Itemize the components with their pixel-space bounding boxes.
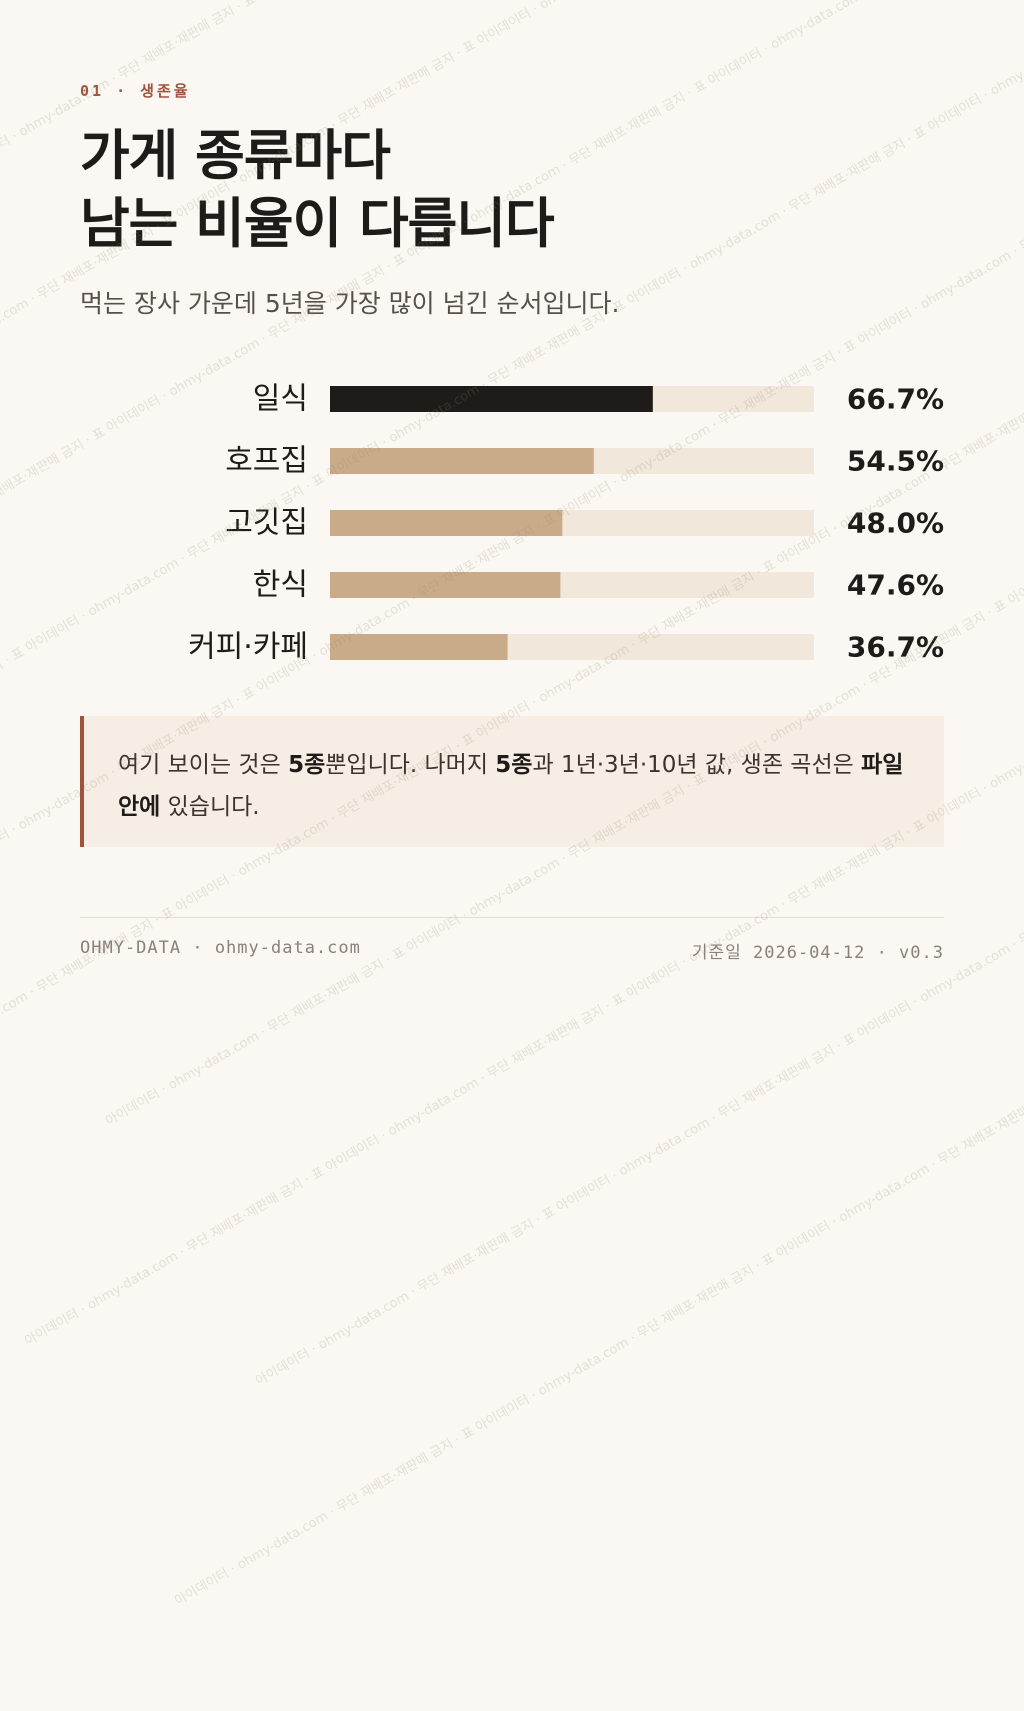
footer-divider <box>80 917 944 918</box>
info-note: 여기 보이는 것은 5종뿐입니다. 나머지 5종과 1년·3년·10년 값, 생… <box>80 716 944 847</box>
bar <box>330 448 594 474</box>
value-label: 36.7% <box>847 631 944 664</box>
value-label: 47.6% <box>847 569 944 602</box>
title-line-2: 남는 비율이 다릅니다 <box>80 192 555 255</box>
category-label: 일식 <box>253 382 308 417</box>
note-bold-2: 5종 <box>495 752 533 778</box>
value-label: 66.7% <box>847 383 944 416</box>
page-title: 가게 종류마다 남는 비율이 다릅니다 <box>80 122 555 258</box>
footer-brand: OHMY-DATA · ohmy-data.com <box>80 938 361 958</box>
category-label: 한식 <box>253 568 308 603</box>
category-label: 커피·카페 <box>188 630 308 665</box>
category-label: 고깃집 <box>225 506 308 541</box>
note-text-1: 여기 보이는 것은 <box>118 752 289 778</box>
section-kicker: 01 · 생존율 <box>80 82 191 100</box>
bar <box>330 386 653 412</box>
note-text-4: 있습니다. <box>160 794 260 820</box>
category-label: 호프집 <box>225 444 308 479</box>
survival-bar-chart: 일식 66.7% 호프집 54.5% 고깃집 48.0% 한식 47.6% 커피·카페 36.7% <box>188 382 944 665</box>
bar <box>330 510 563 536</box>
bar <box>330 572 561 598</box>
note-text-3: 과 1년·3년·10년 값, 생존 곡선은 <box>532 752 862 778</box>
title-line-1: 가게 종류마다 <box>80 124 391 187</box>
footer-version: 기준일 2026-04-12 · v0.3 <box>691 943 944 963</box>
value-label: 48.0% <box>847 507 944 540</box>
bar <box>330 634 508 660</box>
note-text-2: 뿐입니다. 나머지 <box>325 752 496 778</box>
note-bold-1: 5종 <box>288 752 326 778</box>
value-label: 54.5% <box>847 445 944 478</box>
note-bold-3: 파일 안에 <box>118 752 904 820</box>
watermark-row: 아이데이터 · ohmy-data.com · 무단 재배포·재판매 금지 · … <box>253 0 1024 1390</box>
page-subtitle: 먹는 장사 가운데 5년을 가장 많이 넘긴 순서입니다. <box>80 289 620 318</box>
